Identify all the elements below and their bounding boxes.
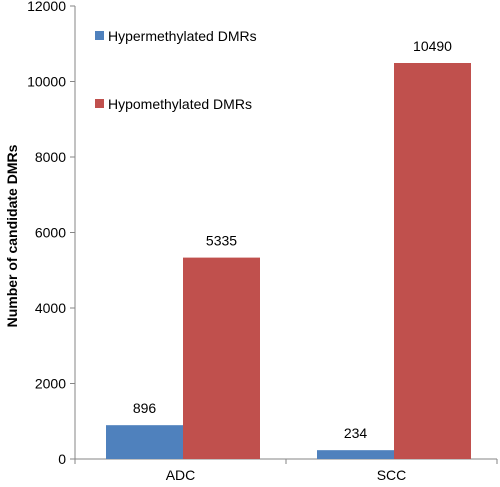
chart-legend: Hypermethylated DMRs Hypomethylated DMRs — [95, 28, 257, 112]
legend-label: Hypermethylated DMRs — [108, 28, 257, 44]
bar-hypermethylated-adc — [106, 425, 183, 459]
y-tick-label: 12000 — [27, 0, 66, 14]
y-axis-title: Number of candidate DMRs — [4, 144, 20, 327]
legend-swatch — [95, 31, 104, 40]
data-label: 896 — [133, 400, 157, 416]
x-tick-label: SCC — [377, 467, 407, 483]
y-tick-label: 4000 — [35, 300, 66, 316]
data-label: 234 — [344, 425, 368, 441]
y-tick-label: 10000 — [27, 74, 66, 90]
x-tick-label: ADC — [166, 467, 196, 483]
chart-bars — [106, 63, 471, 459]
bar-hypermethylated-scc — [317, 450, 394, 459]
legend-swatch — [95, 99, 104, 108]
bar-hypomethylated-scc — [394, 63, 471, 459]
y-tick-label: 0 — [58, 451, 66, 467]
bar-hypomethylated-adc — [183, 257, 260, 459]
legend-label: Hypomethylated DMRs — [108, 96, 252, 112]
data-label: 10490 — [413, 38, 452, 54]
chart-axes: 0 2000 4000 6000 8000 10000 12000 ADC SCC — [27, 0, 498, 483]
chart-data-labels: 896 5335 234 10490 — [133, 38, 452, 441]
y-tick-label: 2000 — [35, 376, 66, 392]
y-tick-label: 6000 — [35, 225, 66, 241]
y-tick-label: 8000 — [35, 149, 66, 165]
data-label: 5335 — [206, 233, 237, 249]
